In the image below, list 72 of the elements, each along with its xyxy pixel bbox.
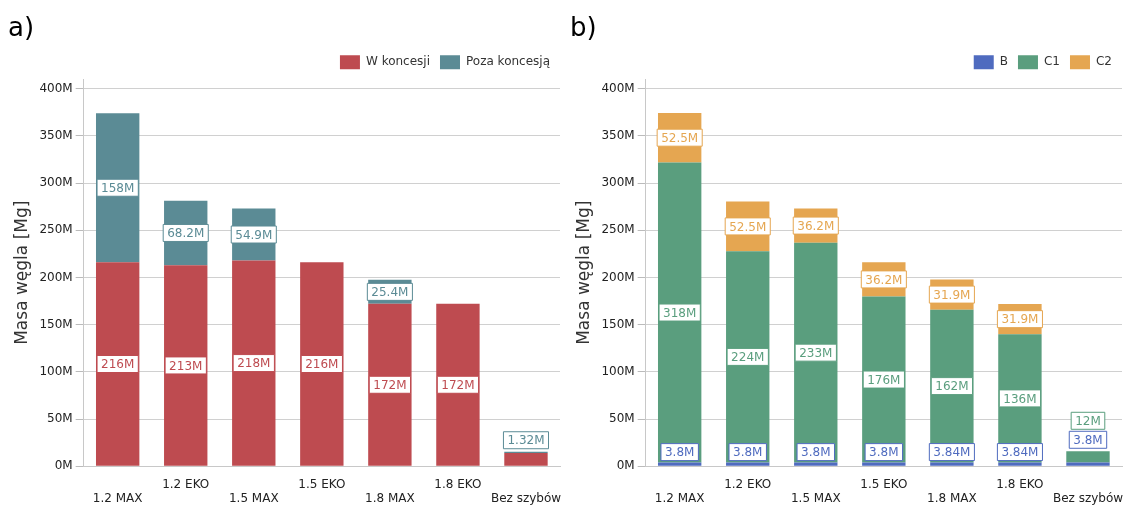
y-tick-label: 100M [39, 363, 73, 378]
y-tick-label: 250M [39, 222, 73, 237]
data-label: 12M [1075, 413, 1101, 428]
y-tick-label: 150M [601, 316, 635, 331]
x-tick-label: 1.2 EKO [724, 476, 772, 491]
y-tick-label: 0M [54, 458, 73, 473]
data-label: 3.8M [869, 445, 899, 460]
data-label: 52.5M [661, 130, 699, 145]
x-tick-label: 1.8 EKO [434, 476, 482, 491]
y-tick-label: 300M [601, 175, 635, 190]
data-label: 218M [237, 356, 271, 371]
y-tick-label: 50M [609, 411, 635, 426]
legend-label: W koncesji [365, 54, 431, 69]
data-label: 3.8M [801, 445, 831, 460]
data-label: 216M [305, 357, 339, 372]
x-tick-label: 1.8 EKO [996, 476, 1044, 491]
data-label: 318M [663, 305, 697, 320]
y-tick-label: 100M [601, 363, 635, 378]
data-label: 172M [373, 377, 407, 392]
data-label: 176M [867, 372, 901, 387]
y-tick-label: 150M [39, 316, 73, 331]
data-label: 3.8M [664, 445, 695, 460]
data-label: 36.2M [797, 218, 835, 233]
data-label: 25.4M [371, 284, 409, 299]
data-label: 36.2M [865, 272, 903, 287]
x-tick-label: 1.5 EKO [860, 476, 908, 491]
x-tick-label: 1.5 MAX [790, 490, 841, 505]
legend-label: C1 [1043, 54, 1060, 69]
x-tick-label: Bez szybów [490, 490, 562, 505]
legend-label: B [999, 54, 1008, 69]
y-tick-label: 300M [39, 175, 73, 190]
y-axis-title: Masa węgla [Mg] [10, 200, 31, 345]
data-label: 3.84M [933, 445, 971, 460]
data-label: 1.32M [507, 433, 545, 448]
data-label: 3.8M [1073, 432, 1103, 447]
data-label: 233M [799, 345, 833, 360]
x-tick-label: 1.8 MAX [927, 490, 977, 505]
y-tick-label: 350M [39, 127, 73, 142]
legend-label: Poza koncesją [465, 54, 551, 69]
y-tick-label: 200M [601, 269, 635, 284]
data-label: 213M [169, 358, 203, 373]
x-tick-label: 1.2 EKO [162, 476, 210, 491]
data-label: 216M [101, 357, 135, 372]
data-label: 31.9M [933, 287, 971, 302]
data-label: 136M [1003, 391, 1037, 406]
y-tick-label: 400M [39, 80, 73, 95]
x-tick-label: Bez szybów [1052, 490, 1124, 505]
chart-title: a) [8, 12, 35, 43]
data-label: 158M [101, 180, 135, 195]
legend-label: C2 [1095, 54, 1112, 69]
x-tick-label: 1.2 MAX [92, 490, 143, 505]
y-tick-label: 400M [601, 80, 635, 95]
data-label: 162M [935, 379, 969, 394]
y-tick-label: 350M [601, 127, 635, 142]
x-tick-label: 1.5 EKO [298, 476, 346, 491]
data-label: 68.2M [167, 226, 205, 241]
data-label: 31.9M [1001, 312, 1039, 327]
y-tick-label: 50M [47, 411, 73, 426]
data-label: 3.84M [1001, 445, 1039, 460]
y-tick-label: 250M [601, 222, 635, 237]
x-tick-label: 1.5 MAX [228, 490, 279, 505]
x-tick-label: 1.8 MAX [365, 490, 415, 505]
x-tick-label: 1.2 MAX [654, 490, 705, 505]
data-label: 224M [731, 350, 765, 365]
data-label: 54.9M [235, 227, 273, 242]
chart-title: b) [570, 12, 597, 43]
y-axis-title: Masa węgla [Mg] [572, 200, 593, 345]
y-tick-label: 200M [39, 269, 73, 284]
data-label: 3.8M [733, 445, 763, 460]
data-label: 52.5M [729, 219, 767, 234]
y-tick-label: 0M [616, 458, 635, 473]
data-label: 172M [441, 377, 475, 392]
